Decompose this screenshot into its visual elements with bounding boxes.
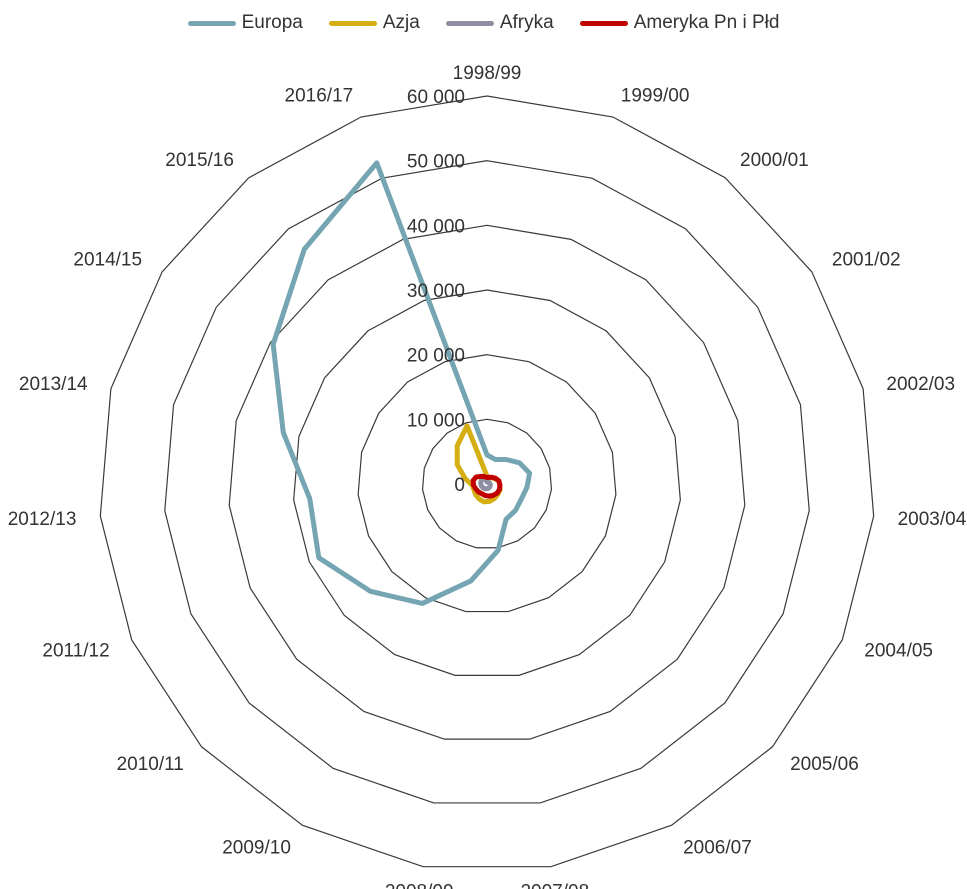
- legend-swatch-3: [579, 20, 628, 26]
- legend-label-0: Europa: [241, 12, 303, 33]
- category-label-8: 2006/07: [683, 837, 752, 858]
- series-line-2: [478, 474, 493, 492]
- chart-legend: Europa Azja Afryka Ameryka Pn i Płd: [0, 8, 967, 38]
- grid-ring-30000: [293, 289, 681, 676]
- legend-swatch-1: [328, 20, 377, 26]
- legend-item-1: Azja: [328, 12, 420, 34]
- tick-label-6: 60 000: [407, 87, 465, 108]
- category-label-2: 2000/01: [740, 150, 809, 171]
- grid-ring-10000: [421, 418, 553, 549]
- legend-item-3: Ameryka Pn i Płd: [579, 12, 780, 34]
- category-label-0: 1998/99: [453, 63, 522, 84]
- category-label-5: 2003/04: [898, 509, 967, 530]
- category-label-11: 2009/10: [222, 837, 291, 858]
- tick-label-4: 40 000: [407, 216, 465, 237]
- category-label-14: 2012/13: [8, 509, 77, 530]
- tick-label-1: 10 000: [407, 410, 465, 431]
- category-label-12: 2010/11: [117, 754, 184, 775]
- tick-label-2: 20 000: [407, 346, 465, 367]
- category-label-3: 2001/02: [832, 250, 901, 271]
- category-label-13: 2011/12: [42, 640, 109, 661]
- tick-label-0: 0: [454, 475, 465, 496]
- legend-item-2: Afryka: [445, 12, 554, 34]
- legend-item-0: Europa: [187, 12, 303, 34]
- category-label-9: 2007/08: [520, 881, 589, 889]
- category-label-18: 2016/17: [285, 85, 354, 106]
- category-label-4: 2002/03: [886, 374, 955, 395]
- category-label-15: 2013/14: [19, 374, 88, 395]
- grid-ring-60000: [99, 95, 875, 868]
- legend-swatch-2: [445, 20, 494, 26]
- tick-label-5: 50 000: [407, 152, 465, 173]
- legend-swatch-0: [187, 20, 236, 26]
- category-label-17: 2015/16: [165, 150, 234, 171]
- tick-label-3: 30 000: [407, 281, 465, 302]
- category-label-6: 2004/05: [864, 640, 933, 661]
- category-label-10: 2008/09: [385, 881, 454, 889]
- legend-label-1: Azja: [382, 12, 420, 33]
- grid-ring-40000: [228, 224, 746, 740]
- series-line-0: [270, 160, 533, 606]
- legend-label-2: Afryka: [499, 12, 554, 33]
- series-line-3: [470, 473, 503, 499]
- category-label-7: 2005/06: [790, 754, 859, 775]
- legend-label-3: Ameryka Pn i Płd: [633, 12, 780, 33]
- category-label-16: 2014/15: [73, 250, 142, 271]
- category-label-1: 1999/00: [621, 85, 690, 106]
- grid-ring-20000: [357, 354, 617, 613]
- grid-ring-50000: [164, 160, 810, 804]
